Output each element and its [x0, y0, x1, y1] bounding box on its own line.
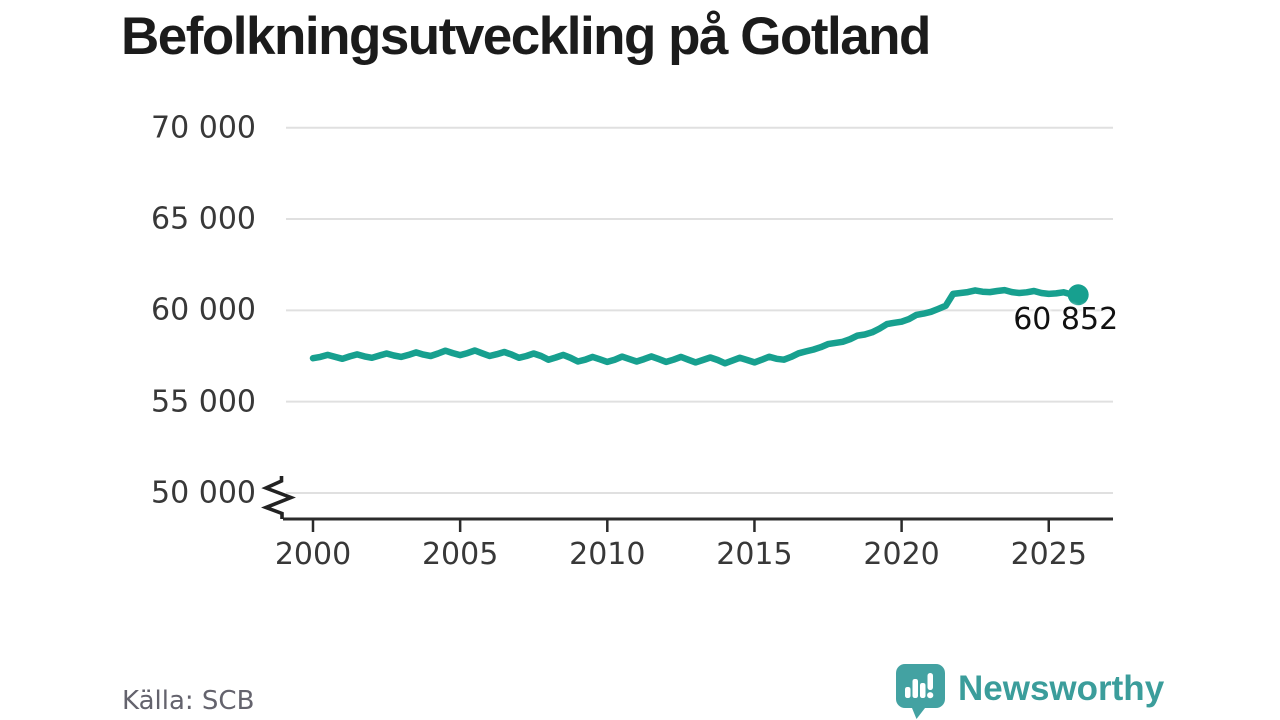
newsworthy-branding[interactable]: Newsworthy: [896, 664, 1164, 719]
y-tick-label: 50 000: [151, 475, 256, 511]
last-value-label: 60 852: [1013, 301, 1119, 337]
x-tick-label: 2025: [1010, 537, 1087, 572]
x-tick-label: 2010: [569, 537, 646, 572]
y-tick-label: 70 000: [151, 110, 256, 146]
y-tick-label: 55 000: [151, 384, 256, 420]
x-tick-label: 2015: [716, 537, 793, 572]
axis-break-zigzag-icon: [261, 476, 296, 519]
x-tick-label: 2005: [421, 537, 499, 572]
newsworthy-logo-icon: [896, 664, 945, 719]
x-tick-label: 2020: [863, 537, 940, 572]
last-point-dot[interactable]: [1067, 284, 1089, 306]
population-line[interactable]: [309, 286, 1082, 367]
newsworthy-wordmark: Newsworthy: [958, 669, 1165, 708]
y-tick-label: 65 000: [151, 201, 256, 237]
source-attribution: Källa: SCB: [122, 686, 255, 716]
x-tick-label: 2000: [274, 537, 352, 572]
y-tick-label: 60 000: [151, 292, 256, 328]
chart-title: Befolkningsutveckling på Gotland: [121, 7, 931, 66]
